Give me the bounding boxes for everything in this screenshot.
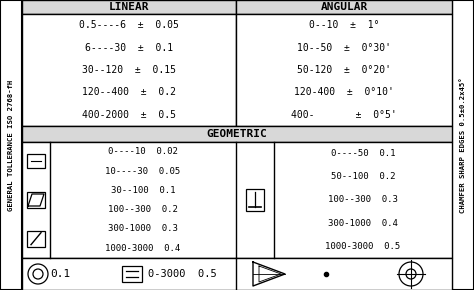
Text: 30--120  ±  0.15: 30--120 ± 0.15 xyxy=(82,65,176,75)
Text: GEOMETRIC: GEOMETRIC xyxy=(207,129,267,139)
Text: CHAMFER SHARP EDGES 0.5±0.2x45°: CHAMFER SHARP EDGES 0.5±0.2x45° xyxy=(460,77,466,213)
Bar xyxy=(236,14,452,126)
Bar xyxy=(22,0,236,14)
Text: 10----30  0.05: 10----30 0.05 xyxy=(105,166,181,175)
Text: 50--100  0.2: 50--100 0.2 xyxy=(331,172,395,181)
Bar xyxy=(452,0,474,290)
Text: ANGULAR: ANGULAR xyxy=(320,2,368,12)
Text: GENERAL TOLLERANCE ISO 2768-fH: GENERAL TOLLERANCE ISO 2768-fH xyxy=(8,79,14,211)
Text: 6----30  ±  0.1: 6----30 ± 0.1 xyxy=(85,43,173,52)
Bar xyxy=(122,266,142,282)
Text: 0----50  0.1: 0----50 0.1 xyxy=(331,149,395,158)
Text: 400-       ±  0°5': 400- ± 0°5' xyxy=(291,110,397,120)
Text: 10--50  ±  0°30': 10--50 ± 0°30' xyxy=(297,43,391,52)
Bar xyxy=(246,189,264,211)
Text: 300-1000  0.4: 300-1000 0.4 xyxy=(328,219,398,228)
Bar xyxy=(236,0,452,14)
Text: 0--10  ±  1°: 0--10 ± 1° xyxy=(309,20,379,30)
Bar xyxy=(27,192,45,208)
Text: 100--300  0.3: 100--300 0.3 xyxy=(328,195,398,204)
Text: 0.5----6  ±  0.05: 0.5----6 ± 0.05 xyxy=(79,20,179,30)
Bar xyxy=(22,142,452,258)
Text: 300-1000  0.3: 300-1000 0.3 xyxy=(108,224,178,233)
Bar xyxy=(27,231,45,247)
Bar xyxy=(0,0,22,290)
Text: 120--400  ±  0.2: 120--400 ± 0.2 xyxy=(82,87,176,97)
Bar xyxy=(22,258,452,290)
Text: LINEAR: LINEAR xyxy=(109,2,149,12)
Text: 400-2000  ±  0.5: 400-2000 ± 0.5 xyxy=(82,110,176,120)
Text: 0----10  0.02: 0----10 0.02 xyxy=(108,147,178,156)
Bar xyxy=(22,14,236,126)
Text: 50-120  ±  0°20': 50-120 ± 0°20' xyxy=(297,65,391,75)
Text: 30--100  0.1: 30--100 0.1 xyxy=(111,186,175,195)
Text: 120-400  ±  0°10': 120-400 ± 0°10' xyxy=(294,87,394,97)
Text: 1000-3000  0.4: 1000-3000 0.4 xyxy=(105,244,181,253)
Text: 0.1: 0.1 xyxy=(50,269,70,279)
Text: 0-3000  0.5: 0-3000 0.5 xyxy=(147,269,216,279)
Bar xyxy=(27,154,45,168)
Text: 100--300  0.2: 100--300 0.2 xyxy=(108,205,178,214)
Bar xyxy=(22,126,452,142)
Text: 1000-3000  0.5: 1000-3000 0.5 xyxy=(325,242,401,251)
